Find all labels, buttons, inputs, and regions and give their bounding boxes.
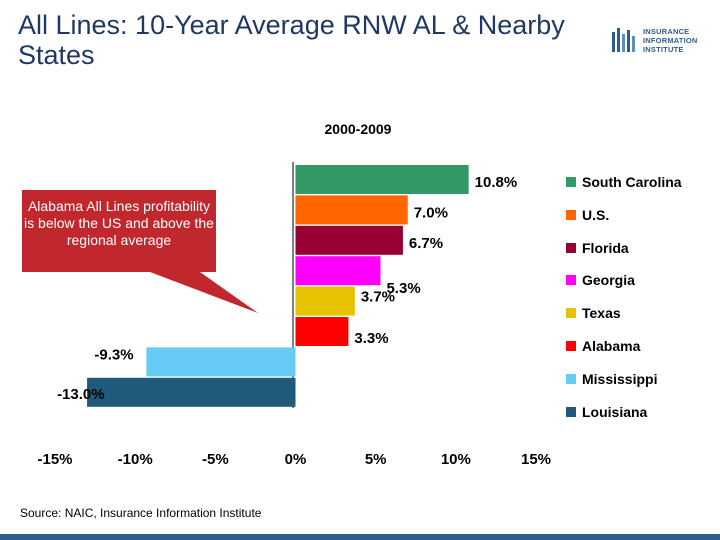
- legend-item: Georgia: [566, 270, 635, 290]
- value-label: -13.0%: [57, 386, 105, 403]
- legend-swatch: [566, 373, 576, 384]
- x-tick-label: -15%: [37, 451, 72, 468]
- legend-item: Louisiana: [566, 402, 647, 422]
- bar-georgia: [295, 256, 381, 286]
- callout-text: Alabama All Lines profitability is below…: [24, 198, 214, 248]
- legend-label: U.S.: [582, 206, 610, 223]
- source-note: Source: NAIC, Insurance Information Inst…: [20, 506, 262, 520]
- x-tick-label: 0%: [285, 451, 307, 468]
- legend-swatch: [566, 209, 576, 220]
- value-label: 5.3%: [386, 280, 420, 297]
- bar-mississippi: [146, 347, 296, 377]
- x-tick-label: 5%: [365, 451, 387, 468]
- logo-line-3: INSTITUTE: [643, 45, 684, 54]
- bar-louisiana: [87, 377, 296, 407]
- legend-label: Florida: [582, 239, 629, 256]
- legend-swatch: [566, 341, 576, 351]
- logo-line-1: INSURANCE: [643, 27, 690, 36]
- value-label: 10.8%: [475, 174, 518, 191]
- legend-item: Alabama: [566, 336, 640, 356]
- x-tick-label: -5%: [202, 451, 229, 468]
- legend-label: Georgia: [582, 272, 635, 289]
- bar-alabama: [295, 317, 349, 346]
- value-label: 6.7%: [409, 235, 443, 252]
- x-tick-label: -10%: [118, 451, 153, 468]
- bar-u-s: [295, 195, 408, 225]
- legend-item: Texas: [566, 303, 621, 323]
- legend-label: Texas: [582, 305, 621, 322]
- legend-item: South Carolina: [566, 172, 682, 192]
- legend-item: U.S.: [566, 205, 609, 225]
- callout-box: [22, 190, 258, 313]
- bottom-bar: [0, 534, 720, 540]
- legend-swatch: [566, 308, 576, 319]
- legend-label: Louisiana: [582, 403, 648, 420]
- legend-item: Florida: [566, 238, 629, 258]
- bar-florida: [295, 225, 403, 255]
- legend-swatch: [566, 177, 576, 187]
- legend-swatch: [566, 275, 576, 286]
- legend-label: Mississippi: [582, 370, 658, 387]
- legend-item: Mississippi: [566, 369, 657, 389]
- value-label: 3.7%: [361, 289, 395, 306]
- bar-texas: [295, 286, 355, 316]
- chart-subtitle: 2000-2009: [325, 121, 392, 137]
- legend-label: Alabama: [582, 338, 641, 354]
- logo-line-2: INFORMATION: [643, 36, 698, 45]
- value-label: 3.3%: [354, 330, 388, 347]
- legend-swatch: [566, 242, 576, 253]
- iii-logo: INSURANCE INFORMATION INSTITUTE: [612, 25, 712, 57]
- legend-swatch: [566, 406, 576, 417]
- bar-south-carolina: [295, 165, 469, 194]
- legend-label: South Carolina: [582, 174, 682, 190]
- logo-bars-icon: [612, 28, 635, 52]
- value-label: 7.0%: [414, 204, 448, 221]
- x-tick-label: 10%: [441, 451, 471, 468]
- x-tick-label: 15%: [521, 451, 551, 468]
- page-title: All Lines: 10-Year Average RNW AL & Near…: [18, 10, 565, 70]
- value-label: -9.3%: [94, 346, 133, 363]
